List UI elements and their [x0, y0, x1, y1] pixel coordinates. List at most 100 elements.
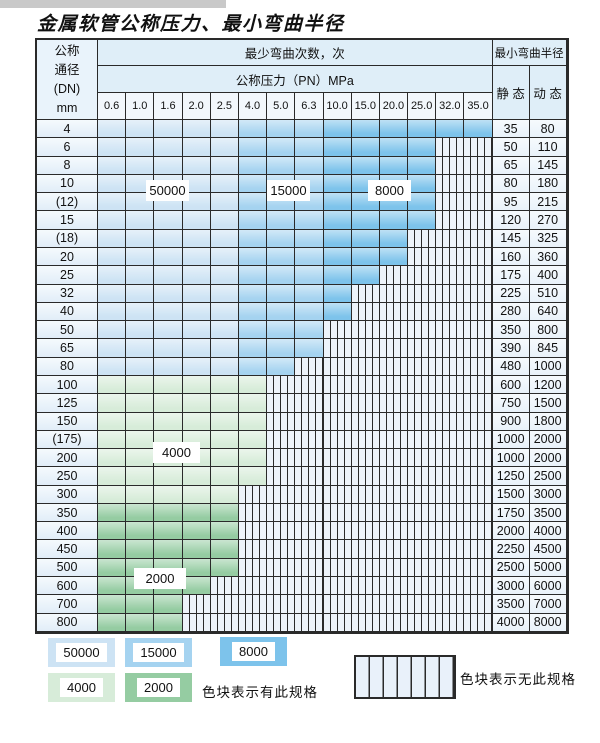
- no-spec-cell: [436, 613, 465, 632]
- spec-cell: [98, 156, 127, 175]
- spec-cell: [464, 120, 493, 139]
- no-spec-cell: [408, 577, 437, 596]
- no-spec-cell: [436, 485, 465, 504]
- no-spec-cell: [379, 339, 409, 358]
- dynamic-value-cell: 4000: [529, 522, 567, 541]
- spec-cell: [154, 284, 183, 303]
- static-value-cell: 160: [492, 247, 530, 267]
- spec-cell: [267, 321, 296, 340]
- dn-cell: 20: [37, 247, 98, 267]
- no-spec-cell: [323, 449, 352, 468]
- no-spec-cell: [379, 412, 409, 431]
- spec-cell: [267, 247, 296, 267]
- static-value-cell: 750: [492, 394, 530, 413]
- dn-cell: 65: [37, 339, 98, 358]
- no-spec-cell: [436, 229, 465, 248]
- pressure-col-header: 15.0: [351, 93, 380, 120]
- no-spec-cell: [267, 613, 296, 632]
- spec-cell: [210, 156, 239, 175]
- pressure-col-header: 4.0: [238, 93, 268, 120]
- no-spec-cell: [323, 485, 352, 504]
- dynamic-value-cell: 180: [529, 174, 567, 194]
- spec-cell: [126, 266, 155, 285]
- spec-cell: [408, 120, 437, 139]
- no-spec-cell: [210, 595, 239, 614]
- dn-cell: 125: [37, 394, 98, 413]
- no-spec-cell: [464, 321, 493, 340]
- no-spec-cell: [464, 339, 493, 358]
- spec-cell: [154, 394, 183, 413]
- no-spec-cell: [238, 540, 268, 559]
- no-spec-cell: [323, 430, 352, 450]
- no-spec-cell: [436, 375, 465, 395]
- no-spec-cell: [464, 174, 493, 194]
- no-spec-cell: [464, 613, 493, 632]
- no-spec-cell: [351, 302, 380, 322]
- spec-cell: [182, 540, 211, 559]
- no-spec-cell: [323, 394, 352, 413]
- cycle-region-label-8000: 8000: [368, 180, 411, 201]
- static-value-cell: 1000: [492, 449, 530, 468]
- spec-cell: [126, 156, 155, 175]
- spec-cell: [154, 467, 183, 486]
- spec-cell: [182, 174, 211, 194]
- dynamic-value-cell: 1000: [529, 357, 567, 376]
- spec-cell: [408, 193, 437, 212]
- spec-cell: [98, 284, 127, 303]
- spec-cell: [210, 247, 239, 267]
- scan-artifact-strip: [0, 0, 226, 8]
- spec-cell: [98, 138, 127, 157]
- static-value-cell: 175: [492, 266, 530, 285]
- dn-cell: (12): [37, 193, 98, 212]
- dynamic-value-cell: 5000: [529, 558, 567, 578]
- no-spec-cell: [436, 321, 465, 340]
- no-spec-cell: [323, 357, 352, 376]
- spec-cell: [154, 211, 183, 230]
- spec-cell: [238, 266, 268, 285]
- dynamic-value-cell: 215: [529, 193, 567, 212]
- no-spec-cell: [408, 467, 437, 486]
- no-spec-cell: [464, 412, 493, 431]
- static-value-cell: 35: [492, 120, 530, 139]
- static-value-cell: 350: [492, 321, 530, 340]
- dynamic-value-cell: 360: [529, 247, 567, 267]
- spec-cell: [295, 211, 324, 230]
- spec-cell: [182, 156, 211, 175]
- no-spec-cell: [351, 449, 380, 468]
- no-spec-cell: [408, 229, 437, 248]
- spec-cell: [210, 503, 239, 523]
- no-spec-cell: [464, 211, 493, 230]
- spec-cell: [238, 156, 268, 175]
- no-spec-cell: [464, 302, 493, 322]
- spec-cell: [210, 357, 239, 376]
- spec-cell: [238, 302, 268, 322]
- spec-cell: [126, 613, 155, 632]
- spec-cell: [154, 485, 183, 504]
- dn-cell: 250: [37, 467, 98, 486]
- page-title: 金属软管公称压力、最小弯曲半径: [37, 13, 345, 35]
- dn-corner-line2: 通径: [54, 62, 80, 77]
- static-value-cell: 95: [492, 193, 530, 212]
- static-value-cell: 2000: [492, 522, 530, 541]
- no-spec-cell: [464, 503, 493, 523]
- no-spec-cell: [464, 558, 493, 578]
- spec-cell: [98, 595, 127, 614]
- no-spec-cell: [267, 577, 296, 596]
- static-value-cell: 480: [492, 357, 530, 376]
- spec-cell: [126, 449, 155, 468]
- no-spec-cell: [379, 613, 409, 632]
- spec-cell: [210, 229, 239, 248]
- dynamic-header: 动 态: [529, 66, 567, 120]
- no-spec-cell: [464, 229, 493, 248]
- spec-cell: [182, 321, 211, 340]
- no-spec-cell: [379, 430, 409, 450]
- dn-corner-line3: (DN): [53, 81, 81, 96]
- spec-cell: [126, 138, 155, 157]
- no-spec-cell: [436, 449, 465, 468]
- spec-cell: [238, 430, 268, 450]
- no-spec-cell: [267, 375, 296, 395]
- spec-cell: [379, 120, 409, 139]
- dynamic-value-cell: 3500: [529, 503, 567, 523]
- dn-cell: 6: [37, 138, 98, 157]
- no-spec-cell: [323, 613, 352, 632]
